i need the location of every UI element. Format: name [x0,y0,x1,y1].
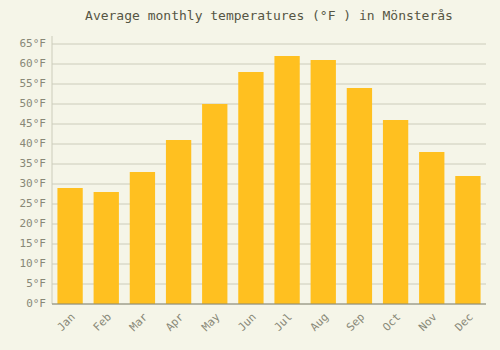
chart-container: Average monthly temperatures (°F ) in Mö… [0,0,500,350]
grid-line [52,84,486,85]
bar [202,104,227,304]
grid-line [52,144,486,145]
y-tick-label: 40°F [20,137,47,150]
bar [311,60,336,304]
x-axis-line [52,304,486,305]
bar [455,176,480,304]
grid [52,44,486,304]
y-tick-label: 30°F [20,177,47,190]
x-tick-label: Jul [272,311,295,334]
y-tick-label: 55°F [20,77,47,90]
bar [383,120,408,304]
x-tick-label: Sep [344,311,367,334]
y-tick-label: 25°F [20,197,47,210]
grid-line [52,104,486,105]
title: Average monthly temperatures (°F ) in Mö… [85,8,453,23]
bar [238,72,263,304]
y-tick-label: 15°F [20,237,47,250]
x-tick-label: Jun [235,311,258,334]
y-tick-label: 10°F [20,257,47,270]
y-tick-label: 20°F [20,217,47,230]
chart-svg: Average monthly temperatures (°F ) in Mö… [0,0,500,350]
x-tick-label: Nov [416,310,440,334]
bar [274,56,299,304]
y-axis-line [52,36,53,304]
y-tick-label: 0°F [26,297,46,310]
y-axis-ticks: 0°F 5°F 10°F 15°F 20°F 25°F 30°F 35°F 40°F 45°F 50… [20,37,47,310]
x-tick-label: May [199,310,223,334]
x-tick-label: Jan [55,311,78,334]
x-tick-label: Apr [163,310,187,334]
grid-line [52,124,486,125]
y-tick-label: 65°F [20,37,47,50]
bar [419,152,444,304]
bars [57,56,480,304]
y-tick-label: 45°F [20,117,47,130]
bar [130,172,155,304]
bar [57,188,82,304]
bar [347,88,372,304]
y-tick-label: 50°F [20,97,47,110]
x-tick-label: Mar [127,310,151,334]
x-axis-ticks: Jan Feb Mar Apr May Jun Jul Aug Sep Oct Nov Dec [55,310,476,334]
y-tick-label: 60°F [20,57,47,70]
grid-line [52,64,486,65]
background [0,0,500,350]
x-tick-label: Feb [91,311,114,334]
grid-line [52,304,486,305]
y-tick-label: 5°F [26,277,46,290]
x-tick-label: Aug [308,311,331,334]
x-tick-label: Oct [380,311,403,334]
bar [166,140,191,304]
bar [94,192,119,304]
grid-line [52,44,486,45]
page: {"chart_data": {"type": "bar", "title": … [0,0,500,350]
x-tick-label: Dec [452,311,475,334]
y-tick-label: 35°F [20,157,47,170]
